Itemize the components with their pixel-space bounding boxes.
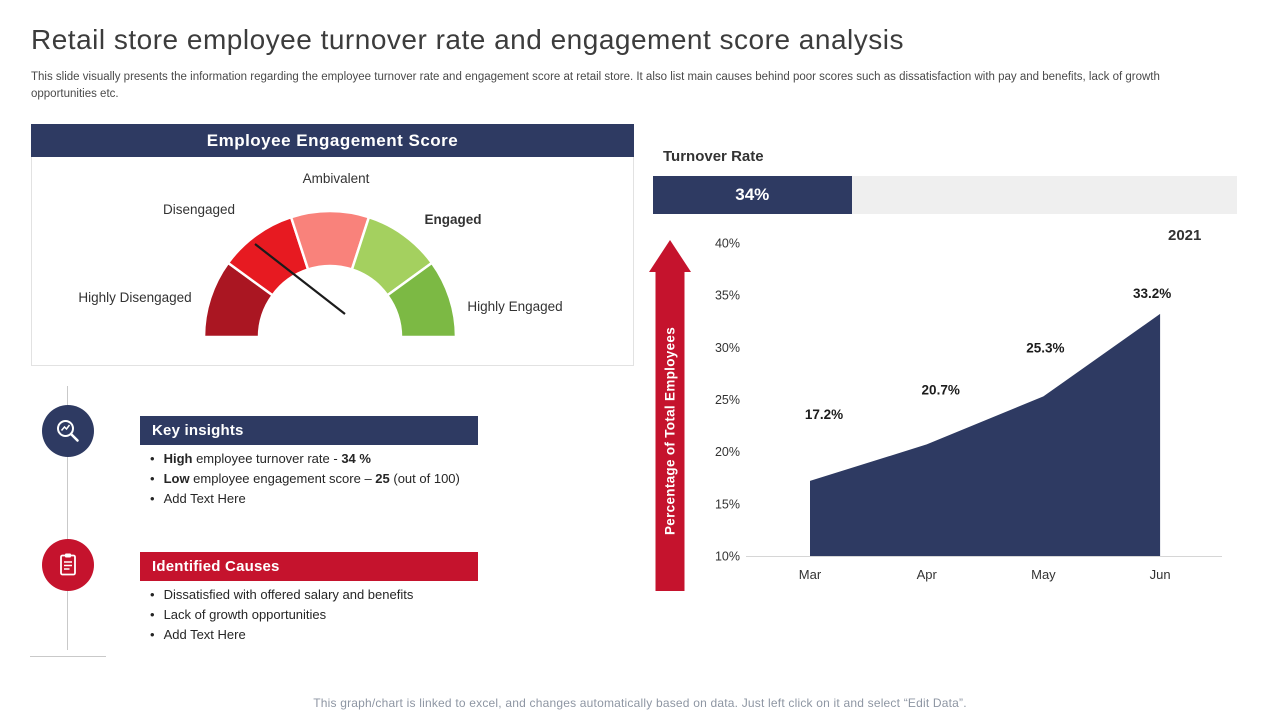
causes-icon-circle [42, 539, 94, 591]
x-tick-label: Mar [799, 567, 822, 582]
turnover-rate-bar[interactable]: 34% [653, 176, 1237, 214]
magnifier-chart-icon [57, 420, 79, 442]
gauge-label-ambivalent: Ambivalent [302, 171, 370, 186]
y-tick-label: 15% [715, 497, 740, 511]
connector-line-vertical [67, 386, 68, 650]
identified-causes-banner: Identified Causes [140, 552, 478, 581]
y-tick-label: 40% [715, 237, 740, 251]
value-label: 25.3% [1026, 340, 1064, 355]
clipboard-icon [60, 553, 76, 576]
gauge-label-engaged: Engaged [424, 212, 482, 227]
turnover-area-chart[interactable]: 40% 35% 30% 25% 20% 15% 10% Mar Apr May Jun 17.2% 20… [700, 230, 1240, 595]
connector-line-horizontal [30, 656, 106, 657]
insights-icon-circle [42, 405, 94, 457]
y-tick-label: 30% [715, 341, 740, 355]
turnover-rate-label: Turnover Rate [663, 148, 764, 165]
footer-note: This graph/chart is linked to excel, and… [313, 696, 967, 710]
page-subtitle: This slide visually presents the informa… [31, 71, 1160, 100]
value-label: 20.7% [922, 382, 960, 397]
y-tick-label: 20% [715, 445, 740, 459]
gauge-label-disengaged: Disengaged [162, 202, 236, 217]
gauge-segment-4 [385, 261, 458, 339]
arrow-shaft [655, 271, 685, 591]
identified-causes-list: Dissatisfied with offered salary and ben… [150, 587, 580, 647]
list-item: Dissatisfied with offered salary and ben… [150, 587, 580, 603]
gauge-label-highly-engaged: Highly Engaged [467, 299, 563, 314]
list-item: Add Text Here [150, 491, 580, 507]
engagement-score-panel[interactable]: Employee Engagement Score [31, 124, 634, 366]
x-tick-label: May [1031, 567, 1056, 582]
gauge-needle [254, 243, 346, 315]
list-item: Low employee engagement score – 25 (out … [150, 471, 580, 487]
list-item: Lack of growth opportunities [150, 607, 580, 623]
y-tick-label: 10% [715, 550, 740, 564]
turnover-rate-fill: 34% [653, 176, 852, 214]
key-insights-list: High employee turnover rate - 34 % Low em… [150, 451, 580, 511]
x-tick-label: Jun [1150, 567, 1171, 582]
page-title: Retail store employee turnover rate and … [31, 24, 904, 55]
area-series [810, 313, 1161, 556]
turnover-rate-value: 34% [735, 185, 770, 204]
y-tick-label: 25% [715, 393, 740, 407]
arrow-head [649, 240, 691, 272]
y-axis-title: Percentage of Total Employees [663, 327, 678, 535]
y-axis-arrow: Percentage of Total Employees [649, 240, 691, 591]
engagement-score-header: Employee Engagement Score [31, 124, 634, 157]
y-tick-label: 35% [715, 289, 740, 303]
gauge-label-highly-disengaged: Highly Disengaged [78, 290, 192, 305]
value-label: 17.2% [805, 407, 843, 422]
x-tick-label: Apr [917, 567, 938, 582]
list-item: Add Text Here [150, 627, 580, 643]
engagement-gauge-chart[interactable] [31, 157, 634, 366]
list-item: High employee turnover rate - 34 % [150, 451, 580, 467]
key-insights-banner: Key insights [140, 416, 478, 445]
value-label: 33.2% [1133, 286, 1171, 301]
year-label: 2021 [1168, 227, 1202, 244]
